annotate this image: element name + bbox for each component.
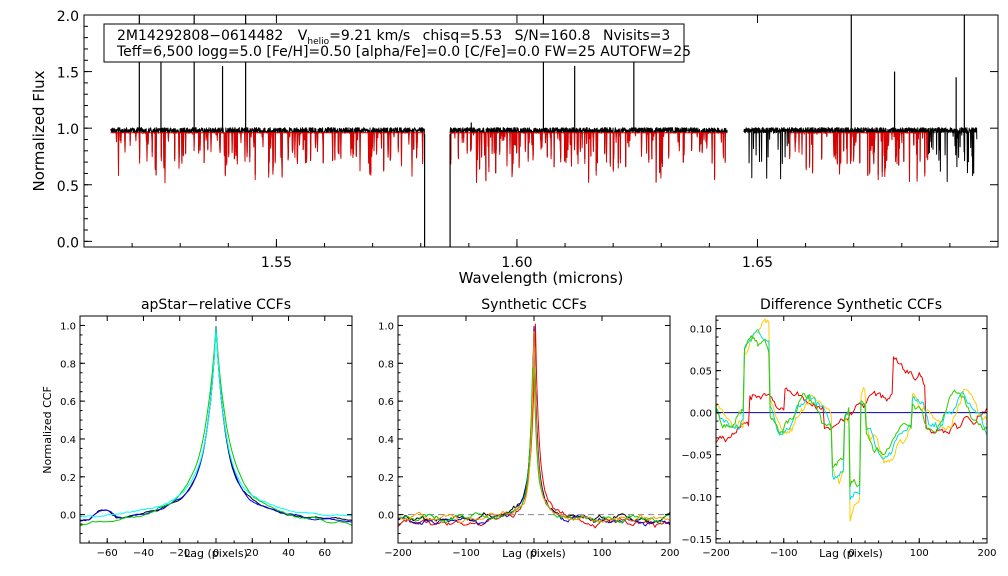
difference-ccf-line-green (715, 335, 988, 488)
difference-ccf-data (715, 318, 988, 522)
annotation-line-1: 2M14292808−0614482 Vhelio=9.21 km/s chis… (117, 28, 670, 47)
apstar-ccf-ticks: −60 −40 −20 0 20 40 60 0.0 0.2 0.4 0.6 0.8 1.0 (60, 316, 352, 559)
snr-value: S/N=160.8 (515, 28, 591, 44)
apstar-ccf-y-axis-label: Normalized CCF (41, 386, 54, 474)
vhelio-subscript: helio (307, 37, 329, 47)
apstar-ccf-line-visit-2 (79, 326, 353, 523)
spectrum-x-axis-label: Wavelength (microns) (459, 269, 624, 287)
difference-ccf-line-cyan (716, 329, 988, 501)
y-tick-label: 0.10 (690, 325, 712, 336)
x-tick-label: 20 (246, 548, 259, 559)
difference-ccf-panel: −200 −100 0 100 200 −0.15 −0.10 −0.05 0.00 0.05 0.… (681, 297, 996, 560)
synthetic-ccf-x-axis-label: Lag (pixels) (502, 547, 566, 560)
y-tick-label: 0.00 (690, 409, 712, 420)
y-tick-label: 1.0 (378, 321, 394, 332)
difference-ccf-title: Difference Synthetic CCFs (760, 297, 942, 313)
chisq-value: chisq=5.53 (423, 28, 503, 44)
model-spectrum-chip-3 (788, 132, 929, 182)
x-tick-label: −200 (702, 548, 729, 559)
x-tick-label: −100 (770, 548, 797, 559)
vhelio-label: V (298, 28, 308, 44)
synthetic-ccf-line-blue (397, 325, 671, 527)
stellar-params: Teff=6,500 logg=5.0 [Fe/H]=0.50 [alpha/F… (116, 44, 691, 60)
x-tick-label: 100 (592, 548, 611, 559)
vhelio-value: =9.21 km/s (329, 28, 410, 44)
difference-ccf-line-red (715, 356, 988, 444)
x-tick-label: 0 (531, 548, 537, 559)
y-tick-label: 0.5 (57, 179, 79, 195)
x-tick-label: 1.65 (742, 255, 773, 271)
y-tick-label: 0.2 (378, 473, 394, 484)
model-spectrum-chip-1 (110, 132, 426, 184)
x-tick-label: 1.55 (261, 255, 292, 271)
x-tick-label: 60 (318, 548, 331, 559)
x-tick-label: 0 (848, 548, 854, 559)
y-tick-label: 1.5 (57, 66, 79, 82)
x-tick-label: 100 (910, 548, 929, 559)
y-tick-label: 0.0 (60, 511, 76, 522)
x-tick-label: 200 (660, 548, 679, 559)
synthetic-ccf-line-green (397, 366, 671, 524)
y-tick-label: −0.15 (681, 535, 712, 546)
synthetic-ccf-ticks: −200 −100 0 100 200 0.0 0.2 0.4 0.6 0.8 1.0 (378, 316, 680, 559)
x-tick-label: 1.60 (501, 255, 532, 271)
y-tick-label: 0.8 (60, 359, 76, 370)
spectrum-lines (110, 15, 978, 247)
model-spectrum-chip-2 (449, 132, 728, 183)
synthetic-ccf-data (397, 323, 671, 529)
y-tick-label: −0.05 (681, 451, 712, 462)
y-tick-label: 1.0 (57, 122, 79, 138)
y-tick-label: 0.6 (378, 397, 394, 408)
y-tick-label: 0.6 (60, 397, 76, 408)
y-tick-label: −0.10 (681, 493, 712, 504)
x-tick-label: −40 (133, 548, 154, 559)
x-tick-label: 40 (282, 548, 295, 559)
y-tick-label: 1.0 (60, 321, 76, 332)
apstar-ccf-title: apStar−relative CCFs (141, 297, 291, 313)
y-tick-label: 0.0 (378, 511, 394, 522)
synthetic-ccf-line-black (397, 328, 671, 524)
apstar-ccf-panel: −60 −40 −20 0 20 40 60 0.0 0.2 0.4 0.6 0.8 1.0 apSta… (41, 297, 353, 560)
apstar-ccf-x-axis-label: Lag (pixels) (184, 547, 248, 560)
apstar-ccf-data (79, 326, 353, 527)
y-tick-label: 0.05 (690, 367, 712, 378)
difference-ccf-ticks: −200 −100 0 100 200 −0.15 −0.10 −0.05 0.00 0.05 0.… (681, 316, 997, 559)
nvisits-value: Nvisits=3 (603, 28, 670, 44)
y-tick-label: 0.4 (378, 435, 394, 446)
observed-spectrum-chip-3 (743, 127, 978, 182)
star-id: 2M14292808−0614482 (117, 28, 283, 44)
spectrum-panel: 1.55 1.60 1.65 0.0 0.5 1.0 1.5 2.0 2M14292808−0… (30, 9, 999, 287)
apstar-ccf-line-visit-1 (79, 327, 353, 522)
synthetic-ccf-panel: −200 −100 0 100 200 0.0 0.2 0.4 0.6 0.8 1.0 Synthe… (378, 297, 679, 560)
x-tick-label: −100 (452, 548, 479, 559)
x-tick-label: −200 (384, 548, 411, 559)
x-tick-label: 0 (213, 548, 219, 559)
difference-ccf-line-yellow (715, 318, 988, 522)
x-tick-label: −20 (169, 548, 190, 559)
synthetic-ccf-line-orange (397, 331, 671, 524)
difference-ccf-x-axis-label: Lag (pixels) (819, 547, 883, 560)
spectrum-plot-frame (83, 14, 999, 248)
spectrum-ticks: 1.55 1.60 1.65 0.0 0.5 1.0 1.5 2.0 (57, 9, 998, 271)
y-tick-label: 0.4 (60, 435, 76, 446)
apstar-ccf-line-visit-4 (79, 329, 353, 518)
x-tick-label: −60 (97, 548, 118, 559)
y-tick-label: 0.8 (378, 359, 394, 370)
y-tick-label: 0.0 (57, 235, 79, 251)
x-tick-label: 200 (977, 548, 996, 559)
y-tick-label: 0.2 (60, 473, 76, 484)
spectrum-y-axis-label: Normalized Flux (30, 70, 48, 191)
apstar-ccf-plot-frame (79, 315, 353, 544)
apstar-ccf-line-visit-3 (79, 327, 353, 527)
annotation-box (103, 23, 685, 63)
y-tick-label: 2.0 (57, 9, 79, 25)
synthetic-ccf-title: Synthetic CCFs (481, 297, 586, 313)
spectrum-data (110, 15, 978, 247)
